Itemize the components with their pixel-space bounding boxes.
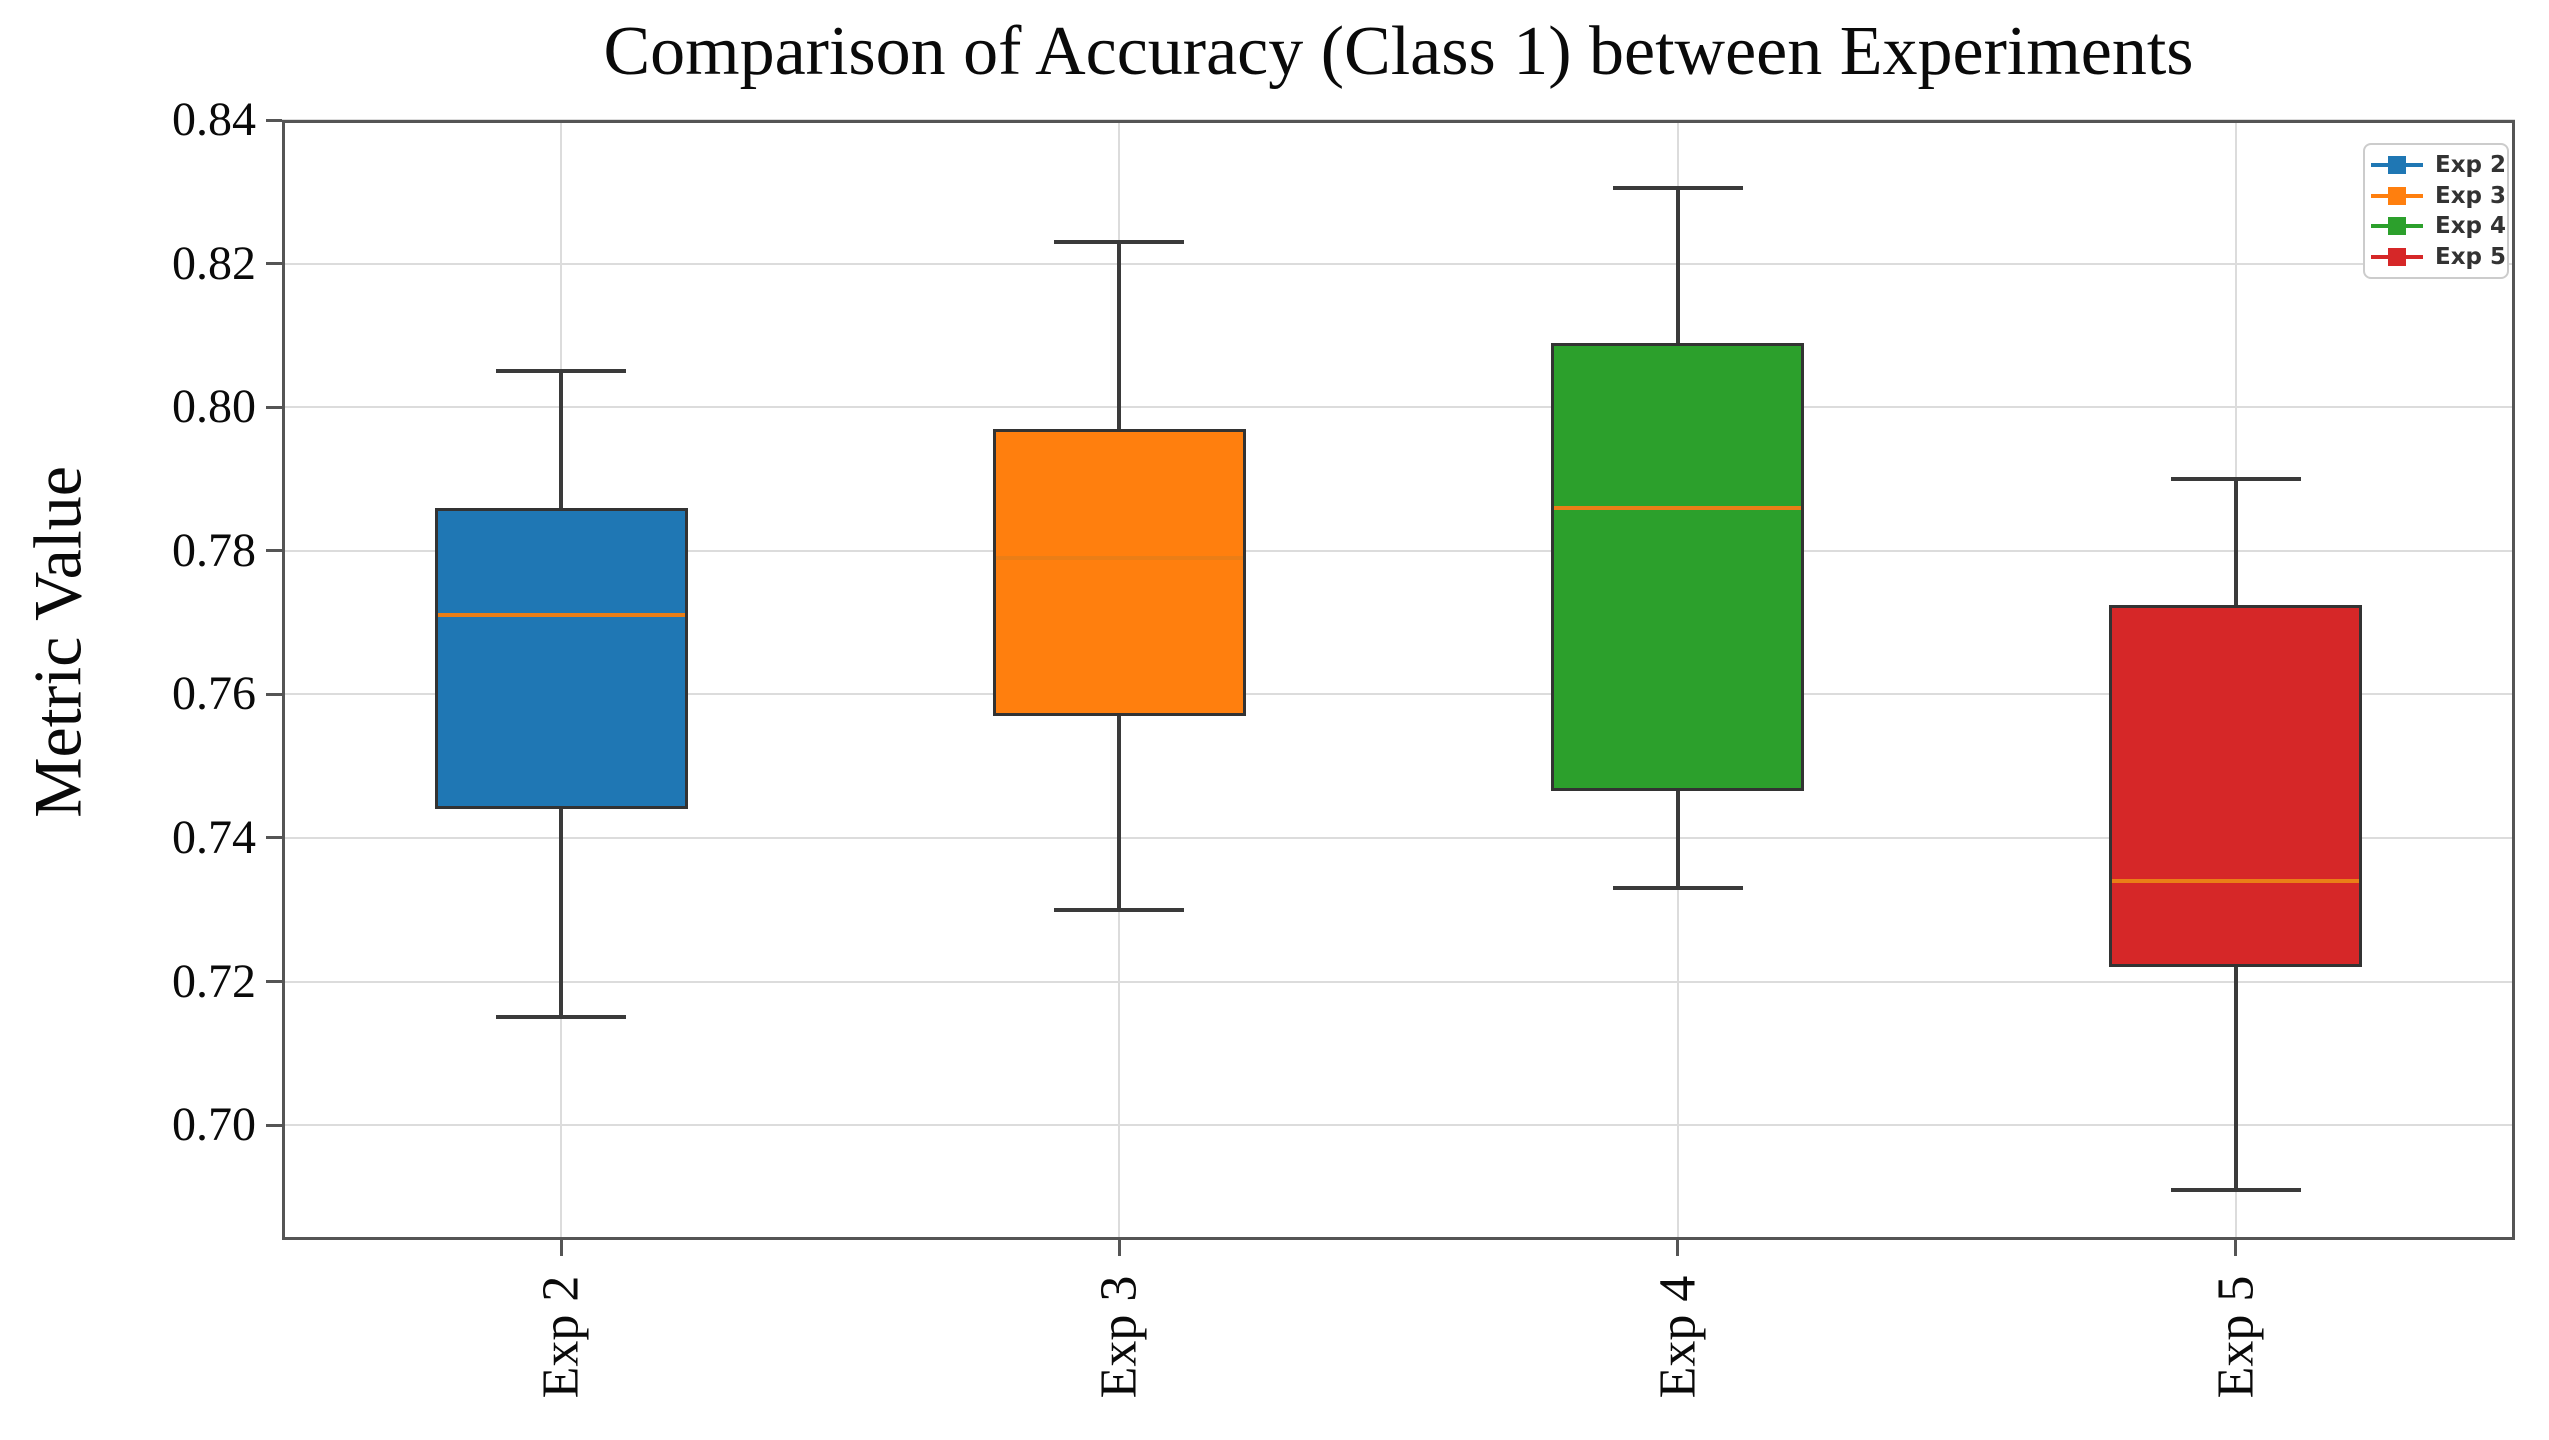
gridline-y-0.72	[282, 980, 2515, 983]
whisker-cap-bottom-exp-2	[496, 1015, 627, 1020]
legend-label: Exp 5	[2435, 244, 2507, 271]
x-tick-mark	[1676, 1240, 1680, 1256]
plot-frame	[282, 120, 2515, 1240]
gridline-y-0.74	[282, 836, 2515, 839]
x-tick-label-text: Exp 4	[1649, 1275, 1707, 1399]
legend-row-exp-4: Exp 4	[2371, 211, 2506, 241]
median-exp-3	[995, 555, 1243, 560]
legend: Exp 2 Exp 3 Exp 4 Exp 5	[2363, 143, 2509, 279]
legend-marker-square	[2388, 186, 2406, 205]
y-tick-mark	[266, 549, 282, 553]
legend-marker-square	[2388, 248, 2406, 267]
median-exp-2	[437, 613, 685, 618]
gridline-y-0.78	[282, 549, 2515, 552]
y-tick-label: 0.70	[172, 1098, 256, 1152]
legend-marker-square	[2388, 217, 2406, 236]
y-tick-mark	[266, 692, 282, 696]
box-exp-4	[1551, 342, 1805, 792]
whisker-cap-bottom-exp-5	[2170, 1187, 2301, 1192]
y-tick-label: 0.82	[172, 236, 256, 290]
y-tick-label: 0.78	[172, 523, 256, 577]
x-tick-mark	[1117, 1240, 1121, 1256]
gridline-y-0.76	[282, 693, 2515, 696]
y-tick-label: 0.72	[172, 954, 256, 1008]
legend-label: Exp 3	[2435, 182, 2507, 209]
x-tick-label-text: Exp 2	[532, 1275, 590, 1399]
gridline-y-0.80	[282, 406, 2515, 409]
box-exp-2	[434, 507, 688, 810]
y-tick-mark	[266, 405, 282, 409]
y-tick-mark	[266, 1123, 282, 1127]
chart-title: Comparison of Accuracy (Class 1) between…	[603, 13, 2194, 90]
legend-marker-icon	[2371, 216, 2423, 236]
whisker-cap-top-exp-2	[496, 369, 627, 374]
y-tick-label: 0.80	[172, 380, 256, 434]
whisker-cap-top-exp-5	[2170, 476, 2301, 481]
whisker-cap-top-exp-4	[1612, 186, 1743, 191]
y-tick-mark	[266, 980, 282, 984]
x-tick-mark	[559, 1240, 563, 1256]
legend-row-exp-5: Exp 5	[2371, 242, 2506, 272]
x-tick-mark	[2234, 1240, 2238, 1256]
y-tick-mark	[266, 118, 282, 122]
x-tick-label-text: Exp 3	[1090, 1275, 1148, 1399]
median-exp-5	[2112, 879, 2360, 884]
y-tick-label: 0.84	[172, 93, 256, 146]
gridline-y-0.70	[282, 1124, 2515, 1127]
whisker-cap-bottom-exp-3	[1054, 907, 1185, 912]
y-tick-mark	[266, 262, 282, 266]
whisker-cap-bottom-exp-4	[1612, 886, 1743, 891]
legend-marker-icon	[2371, 155, 2423, 175]
y-tick-mark	[266, 836, 282, 840]
gridline-y-0.82	[282, 262, 2515, 265]
y-tick-label: 0.74	[172, 810, 256, 864]
legend-label: Exp 2	[2435, 151, 2507, 178]
legend-marker-icon	[2371, 247, 2423, 267]
box-exp-3	[992, 428, 1246, 716]
legend-marker-square	[2388, 155, 2406, 174]
legend-row-exp-2: Exp 2	[2371, 150, 2506, 180]
x-tick-label-text: Exp 5	[2207, 1275, 2265, 1399]
box-exp-5	[2109, 604, 2363, 968]
legend-label: Exp 4	[2435, 213, 2507, 240]
whisker-cap-top-exp-3	[1054, 240, 1185, 245]
legend-marker-icon	[2371, 186, 2423, 206]
legend-row-exp-3: Exp 3	[2371, 181, 2506, 211]
y-tick-label: 0.76	[172, 667, 256, 721]
y-axis-title-text: Metric Value	[19, 466, 96, 818]
median-exp-4	[1554, 505, 1802, 510]
